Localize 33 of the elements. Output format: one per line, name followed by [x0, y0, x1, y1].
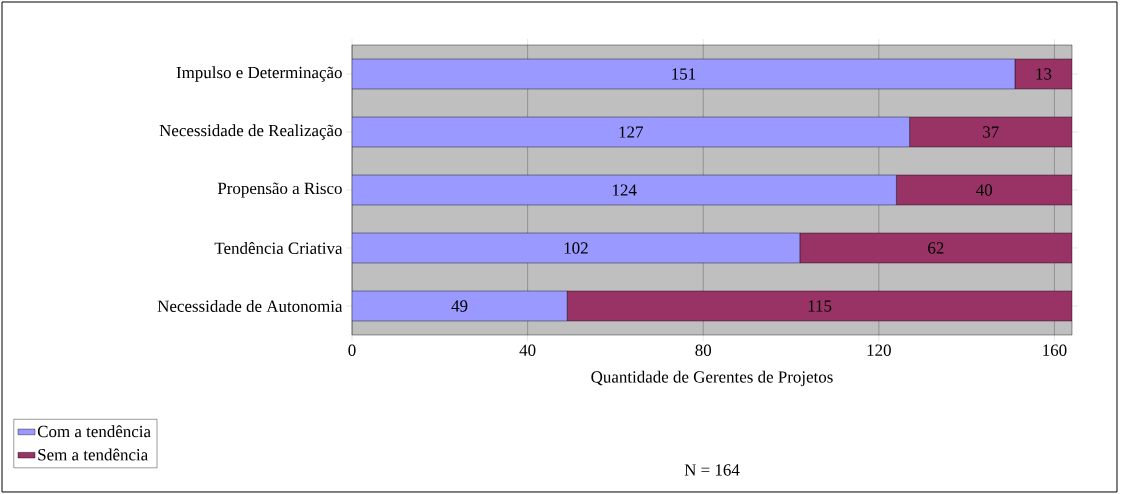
data-label: 62	[928, 242, 944, 254]
bar	[352, 290, 568, 322]
data-label: 102	[564, 242, 588, 254]
y-tick-label: Necessidade de Autonomia	[157, 300, 343, 312]
legend-label: Sem a tendência	[38, 448, 148, 461]
x-tick-label: 40	[519, 344, 536, 356]
data-label: 49	[451, 300, 468, 312]
bar	[799, 232, 1073, 264]
y-tick-label: Tendência Criativa	[214, 242, 343, 254]
bar	[352, 174, 897, 206]
bar	[566, 290, 1073, 322]
bar	[352, 232, 801, 264]
x-tick-label: 80	[695, 344, 712, 356]
y-tick-label: Impulso e Determinação	[176, 66, 342, 82]
data-label: 127	[619, 126, 643, 138]
bar	[352, 58, 1016, 90]
y-tick-label: Necessidade de Realização	[159, 124, 342, 140]
y-tick-label: Propensão a Risco	[217, 182, 342, 198]
data-label: 115	[808, 300, 832, 312]
x-tick-label: 0	[348, 344, 356, 356]
data-label: 151	[672, 68, 696, 80]
legend-label: Com a tendência	[37, 425, 151, 438]
bar	[352, 116, 910, 148]
bar	[909, 116, 1073, 148]
data-label: 13	[1036, 68, 1052, 80]
x-axis-title: Quantidade de Gerentes de Projetos	[591, 370, 833, 387]
text: N = 164	[684, 464, 740, 476]
bar	[896, 174, 1073, 206]
x-tick-label: 120	[867, 344, 891, 356]
data-label: 40	[976, 184, 993, 196]
data-label: 124	[612, 184, 637, 196]
x-tick-label: 160	[1043, 344, 1067, 356]
data-label: 37	[983, 126, 999, 138]
